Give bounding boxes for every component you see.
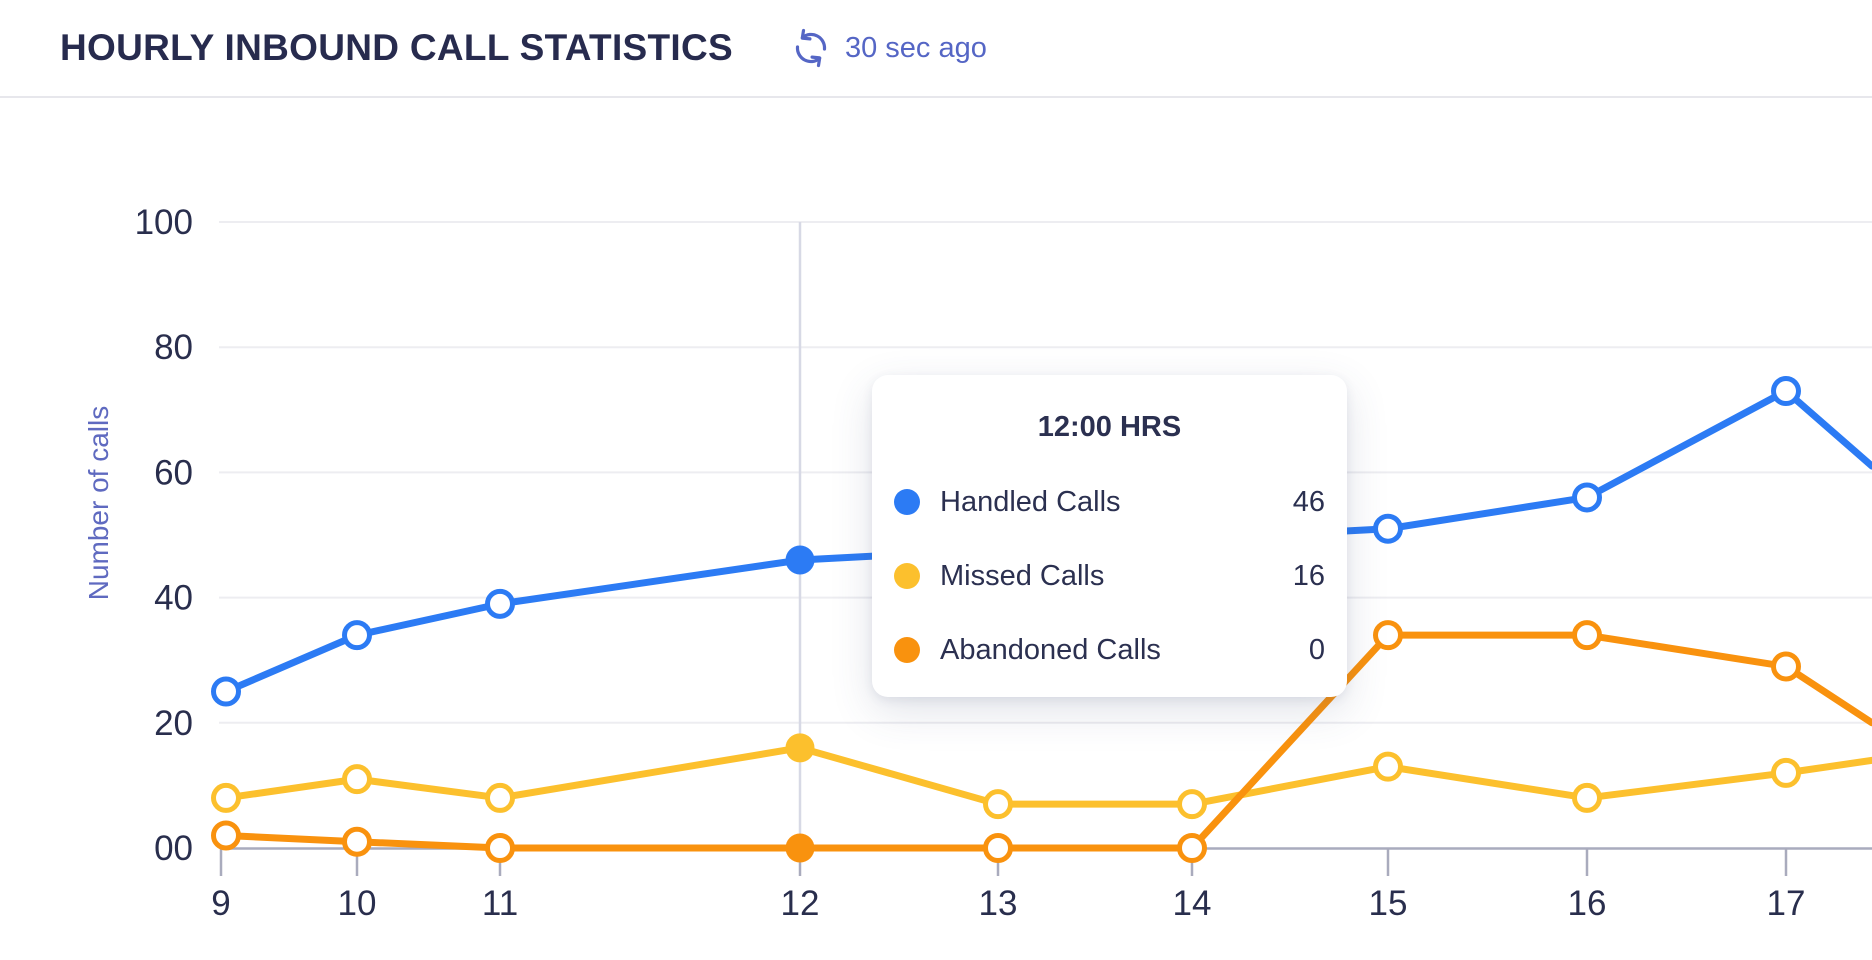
y-tick-label-40: 40 [154,579,193,618]
marker-handled-calls-10[interactable] [342,620,372,651]
refresh-sync-icon[interactable] [791,28,831,68]
tooltip-value: 46 [1292,485,1325,518]
x-tick-label-14: 14 [1173,884,1212,923]
marker-handled-calls-16[interactable] [1572,482,1602,513]
marker-missed-calls-15[interactable] [1373,751,1403,782]
marker-abandoned-calls-15[interactable] [1373,620,1403,651]
marker-missed-calls-9[interactable] [211,782,241,813]
tooltip-row-handled: Handled Calls 46 [872,465,1347,539]
x-tick-label-13: 13 [979,884,1018,923]
marker-abandoned-calls-12-active[interactable] [785,833,815,863]
marker-handled-calls-17[interactable] [1771,376,1801,407]
marker-handled-calls-15[interactable] [1373,513,1403,544]
marker-abandoned-calls-16[interactable] [1572,620,1602,651]
x-tick-label-16: 16 [1568,884,1607,923]
chart-tooltip: 12:00 HRS Handled Calls 46 Missed Calls … [872,375,1347,697]
marker-handled-calls-9[interactable] [211,676,241,707]
marker-abandoned-calls-11[interactable] [485,833,515,863]
marker-abandoned-calls-9[interactable] [211,820,241,851]
refresh-group[interactable]: 30 sec ago [791,28,987,68]
tooltip-value: 16 [1292,559,1325,592]
y-axis-title: Number of calls [83,406,114,601]
tooltip-value: 0 [1308,633,1325,666]
missed-calls-dot-icon [894,563,920,589]
header-divider [0,96,1872,98]
marker-abandoned-calls-17[interactable] [1771,651,1801,682]
marker-handled-calls-12-active[interactable] [785,545,815,575]
x-tick-label-10: 10 [338,884,377,923]
y-tick-label-20: 20 [154,704,193,743]
tooltip-label: Handled Calls [940,485,1121,518]
handled-calls-dot-icon [894,489,920,515]
marker-abandoned-calls-13[interactable] [983,833,1013,863]
x-tick-label-11: 11 [482,884,518,923]
abandoned-calls-dot-icon [894,637,920,663]
marker-missed-calls-16[interactable] [1572,782,1602,813]
y-tick-label-80: 80 [154,328,193,367]
marker-handled-calls-11[interactable] [485,588,515,619]
tooltip-row-missed: Missed Calls 16 [872,539,1347,613]
x-tick-label-9: 9 [211,884,230,923]
marker-missed-calls-12-active[interactable] [785,733,815,763]
x-tick-label-12: 12 [781,884,820,923]
y-tick-label-100: 100 [135,203,193,242]
y-tick-label-60: 60 [154,453,193,492]
x-tick-label-15: 15 [1369,884,1408,923]
marker-missed-calls-13[interactable] [983,789,1013,820]
tooltip-row-abandoned: Abandoned Calls 0 [872,613,1347,687]
marker-missed-calls-10[interactable] [342,764,372,795]
series-line-missed-calls [222,744,1872,808]
marker-missed-calls-11[interactable] [485,782,515,813]
tooltip-label: Abandoned Calls [940,633,1161,666]
last-updated-text: 30 sec ago [844,31,987,64]
marker-missed-calls-17[interactable] [1771,757,1801,788]
x-tick-label-17: 17 [1767,884,1806,923]
marker-abandoned-calls-10[interactable] [342,826,372,857]
marker-abandoned-calls-14[interactable] [1177,833,1207,863]
series-line-abandoned-calls [222,631,1872,852]
marker-missed-calls-14[interactable] [1177,789,1207,820]
widget-header: HOURLY INBOUND CALL STATISTICS 30 sec ag… [0,0,1872,96]
tooltip-rows: Handled Calls 46 Missed Calls 16 Abandon… [872,465,1347,687]
tooltip-label: Missed Calls [940,559,1105,592]
y-tick-label-00: 00 [154,829,193,868]
page-title: HOURLY INBOUND CALL STATISTICS [60,27,733,68]
tooltip-title: 12:00 HRS [1037,411,1182,443]
